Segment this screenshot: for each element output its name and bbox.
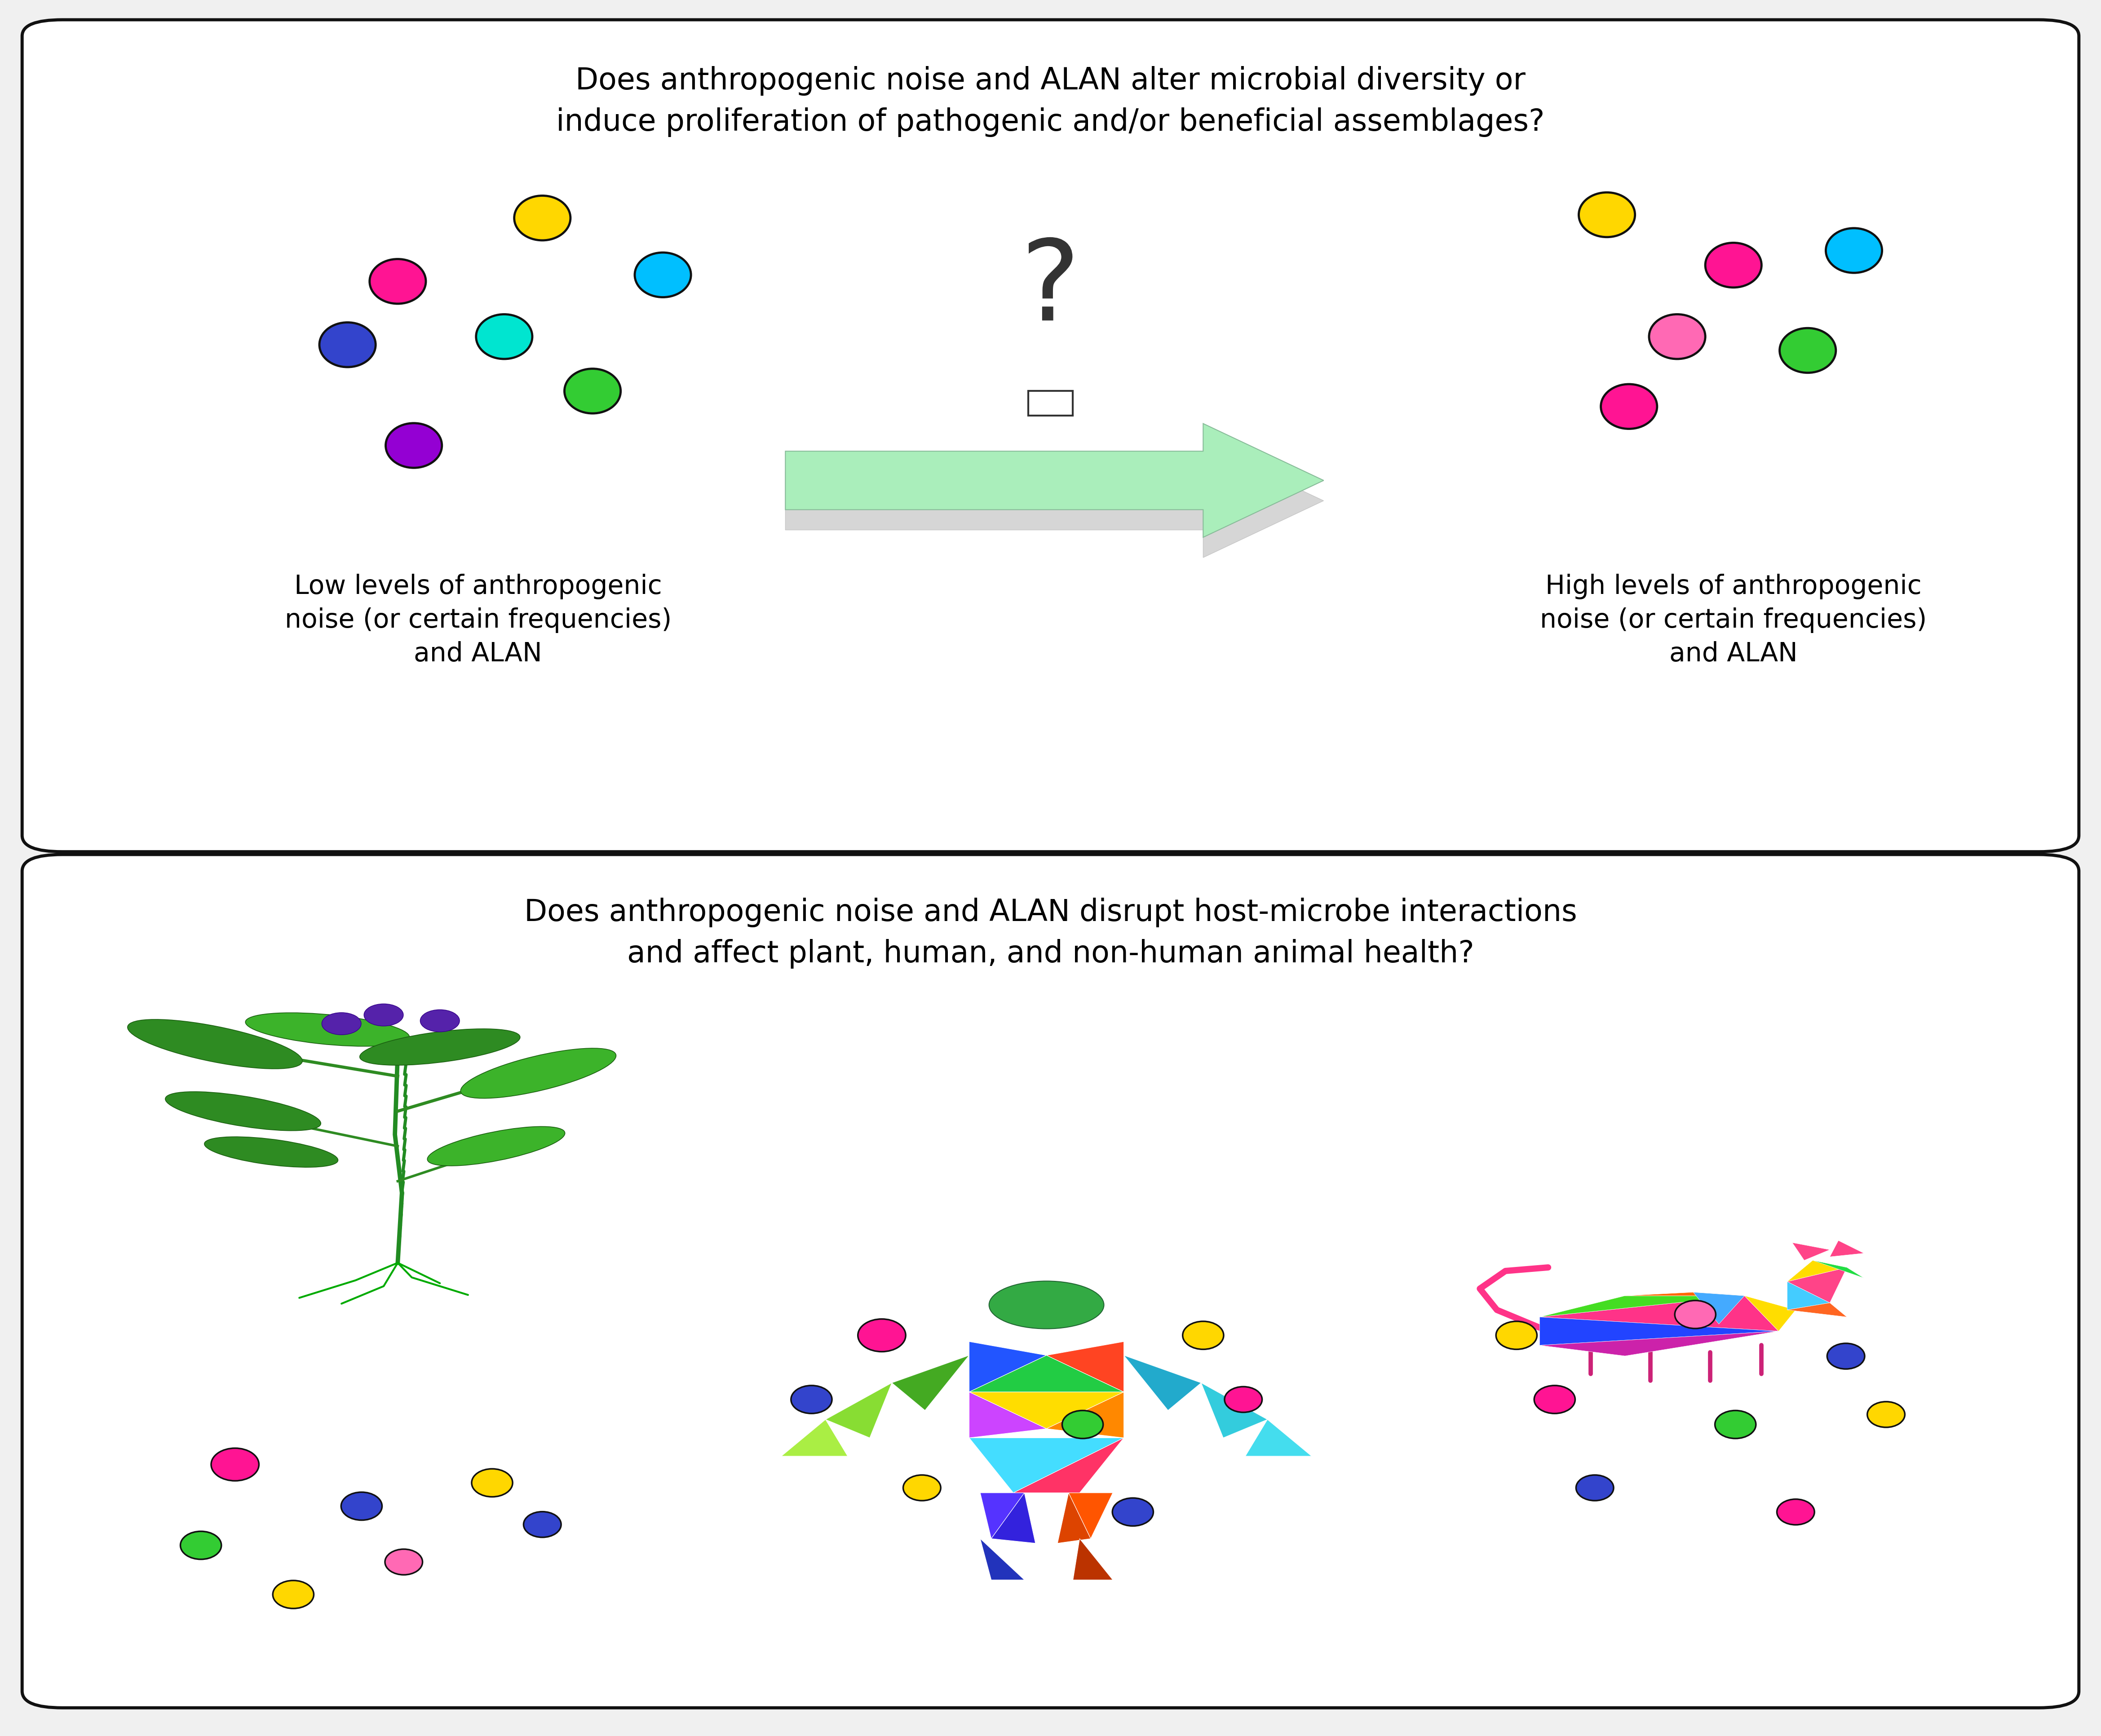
Polygon shape xyxy=(1744,1295,1796,1332)
Ellipse shape xyxy=(515,196,571,240)
Polygon shape xyxy=(782,1420,847,1457)
Text: Low levels of anthropogenic
noise (or certain frequencies)
and ALAN: Low levels of anthropogenic noise (or ce… xyxy=(284,575,672,667)
Ellipse shape xyxy=(210,1448,258,1481)
Polygon shape xyxy=(1788,1281,1830,1311)
Polygon shape xyxy=(1124,1356,1202,1410)
Polygon shape xyxy=(1013,1437,1124,1493)
Ellipse shape xyxy=(387,424,441,467)
Polygon shape xyxy=(981,1538,1025,1580)
Ellipse shape xyxy=(1649,314,1706,359)
Ellipse shape xyxy=(565,368,620,413)
Ellipse shape xyxy=(471,1469,513,1496)
Ellipse shape xyxy=(1496,1321,1538,1349)
Ellipse shape xyxy=(359,1029,521,1066)
Polygon shape xyxy=(1788,1260,1847,1281)
Polygon shape xyxy=(969,1437,1124,1493)
Polygon shape xyxy=(1792,1243,1830,1260)
Ellipse shape xyxy=(1706,243,1761,288)
Ellipse shape xyxy=(1780,328,1836,373)
Polygon shape xyxy=(1540,1295,1744,1318)
Ellipse shape xyxy=(1601,384,1658,429)
Ellipse shape xyxy=(246,1012,410,1047)
Text: ?: ? xyxy=(1021,234,1080,344)
Polygon shape xyxy=(1540,1295,1780,1332)
Bar xyxy=(1027,391,1074,415)
FancyArrow shape xyxy=(786,444,1324,557)
Ellipse shape xyxy=(340,1493,382,1521)
Polygon shape xyxy=(1813,1260,1864,1278)
Ellipse shape xyxy=(204,1137,338,1167)
Circle shape xyxy=(990,1281,1103,1328)
Ellipse shape xyxy=(273,1580,313,1609)
Ellipse shape xyxy=(1868,1401,1906,1427)
FancyBboxPatch shape xyxy=(23,19,2078,852)
Polygon shape xyxy=(1693,1292,1744,1325)
Text: Does anthropogenic noise and ALAN alter microbial diversity or
induce proliferat: Does anthropogenic noise and ALAN alter … xyxy=(557,66,1544,137)
Polygon shape xyxy=(969,1342,1046,1392)
Ellipse shape xyxy=(460,1049,616,1099)
Text: ?: ? xyxy=(1021,234,1080,344)
Polygon shape xyxy=(1624,1292,1744,1295)
Polygon shape xyxy=(1069,1493,1114,1538)
Ellipse shape xyxy=(319,323,376,366)
Polygon shape xyxy=(1074,1538,1114,1580)
Polygon shape xyxy=(1830,1241,1864,1257)
Polygon shape xyxy=(1246,1420,1311,1457)
Ellipse shape xyxy=(1576,1476,1614,1500)
Ellipse shape xyxy=(1777,1500,1815,1524)
Ellipse shape xyxy=(1578,193,1635,238)
Polygon shape xyxy=(969,1356,1124,1392)
Ellipse shape xyxy=(477,314,532,359)
Polygon shape xyxy=(1202,1384,1267,1437)
Ellipse shape xyxy=(384,1549,422,1575)
Ellipse shape xyxy=(1021,1299,1063,1326)
Ellipse shape xyxy=(790,1385,832,1413)
Text: High levels of anthropogenic
noise (or certain frequencies)
and ALAN: High levels of anthropogenic noise (or c… xyxy=(1540,575,1927,667)
Ellipse shape xyxy=(420,1010,460,1031)
Ellipse shape xyxy=(128,1019,303,1069)
Ellipse shape xyxy=(363,1003,403,1026)
Polygon shape xyxy=(1540,1332,1780,1356)
Ellipse shape xyxy=(1063,1410,1103,1439)
Ellipse shape xyxy=(321,1012,361,1035)
Text: Does anthropogenic noise and ALAN disrupt host-microbe interactions
and affect p: Does anthropogenic noise and ALAN disrup… xyxy=(523,898,1578,969)
Ellipse shape xyxy=(523,1512,561,1538)
Polygon shape xyxy=(826,1384,891,1437)
Ellipse shape xyxy=(857,1319,906,1352)
Ellipse shape xyxy=(1674,1300,1717,1328)
Ellipse shape xyxy=(1225,1387,1263,1413)
Ellipse shape xyxy=(1111,1498,1153,1526)
Ellipse shape xyxy=(635,252,691,297)
Polygon shape xyxy=(1788,1267,1847,1302)
Ellipse shape xyxy=(1183,1321,1223,1349)
Polygon shape xyxy=(1057,1493,1090,1543)
Polygon shape xyxy=(969,1392,1046,1437)
Polygon shape xyxy=(981,1493,1025,1538)
Ellipse shape xyxy=(1828,1344,1866,1370)
FancyArrow shape xyxy=(786,424,1324,536)
Ellipse shape xyxy=(370,259,427,304)
Ellipse shape xyxy=(427,1127,565,1167)
Polygon shape xyxy=(891,1356,969,1410)
Polygon shape xyxy=(1046,1392,1124,1437)
Polygon shape xyxy=(969,1392,1124,1429)
Polygon shape xyxy=(1788,1302,1847,1318)
Ellipse shape xyxy=(1714,1410,1756,1439)
Text: ?: ? xyxy=(1021,234,1080,344)
Polygon shape xyxy=(1046,1342,1124,1392)
Ellipse shape xyxy=(181,1531,221,1559)
FancyBboxPatch shape xyxy=(23,854,2078,1708)
Polygon shape xyxy=(992,1493,1036,1543)
Ellipse shape xyxy=(903,1476,941,1500)
Ellipse shape xyxy=(166,1092,321,1130)
Polygon shape xyxy=(1540,1318,1780,1345)
Ellipse shape xyxy=(1826,227,1882,273)
Ellipse shape xyxy=(1534,1385,1576,1413)
